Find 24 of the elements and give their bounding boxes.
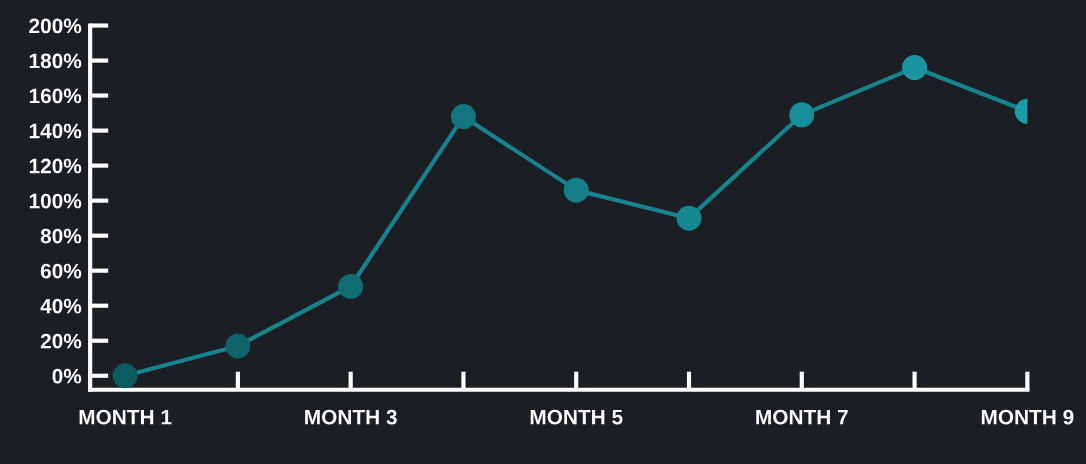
y-tick-label: 0% xyxy=(52,368,82,384)
y-tick-label: 40% xyxy=(40,298,82,314)
point xyxy=(450,104,476,130)
y-tick-label: 200% xyxy=(29,18,82,34)
y-tick-label: 180% xyxy=(29,53,82,69)
y-tick-label: 60% xyxy=(40,263,82,279)
y-tick-label: 120% xyxy=(29,158,82,174)
point xyxy=(676,205,702,231)
x-tick-label: MONTH 3 xyxy=(305,409,397,425)
x-tick-label: MONTH 5 xyxy=(530,409,623,425)
point xyxy=(112,363,138,389)
x-tick-label: MONTH 7 xyxy=(756,409,848,425)
point xyxy=(225,333,251,359)
y-tick-label: 140% xyxy=(29,123,82,139)
y-tick-label: 100% xyxy=(29,193,82,209)
x-tick-label: MONTH 1 xyxy=(79,409,172,425)
point xyxy=(563,177,589,203)
point xyxy=(789,102,815,128)
point xyxy=(902,55,928,81)
x-tick-label: MONTH 9 xyxy=(981,409,1074,425)
y-tick-label: 80% xyxy=(40,228,82,244)
y-tick-label: 20% xyxy=(40,333,82,349)
y-tick-label: 160% xyxy=(29,88,82,104)
point xyxy=(338,273,364,299)
